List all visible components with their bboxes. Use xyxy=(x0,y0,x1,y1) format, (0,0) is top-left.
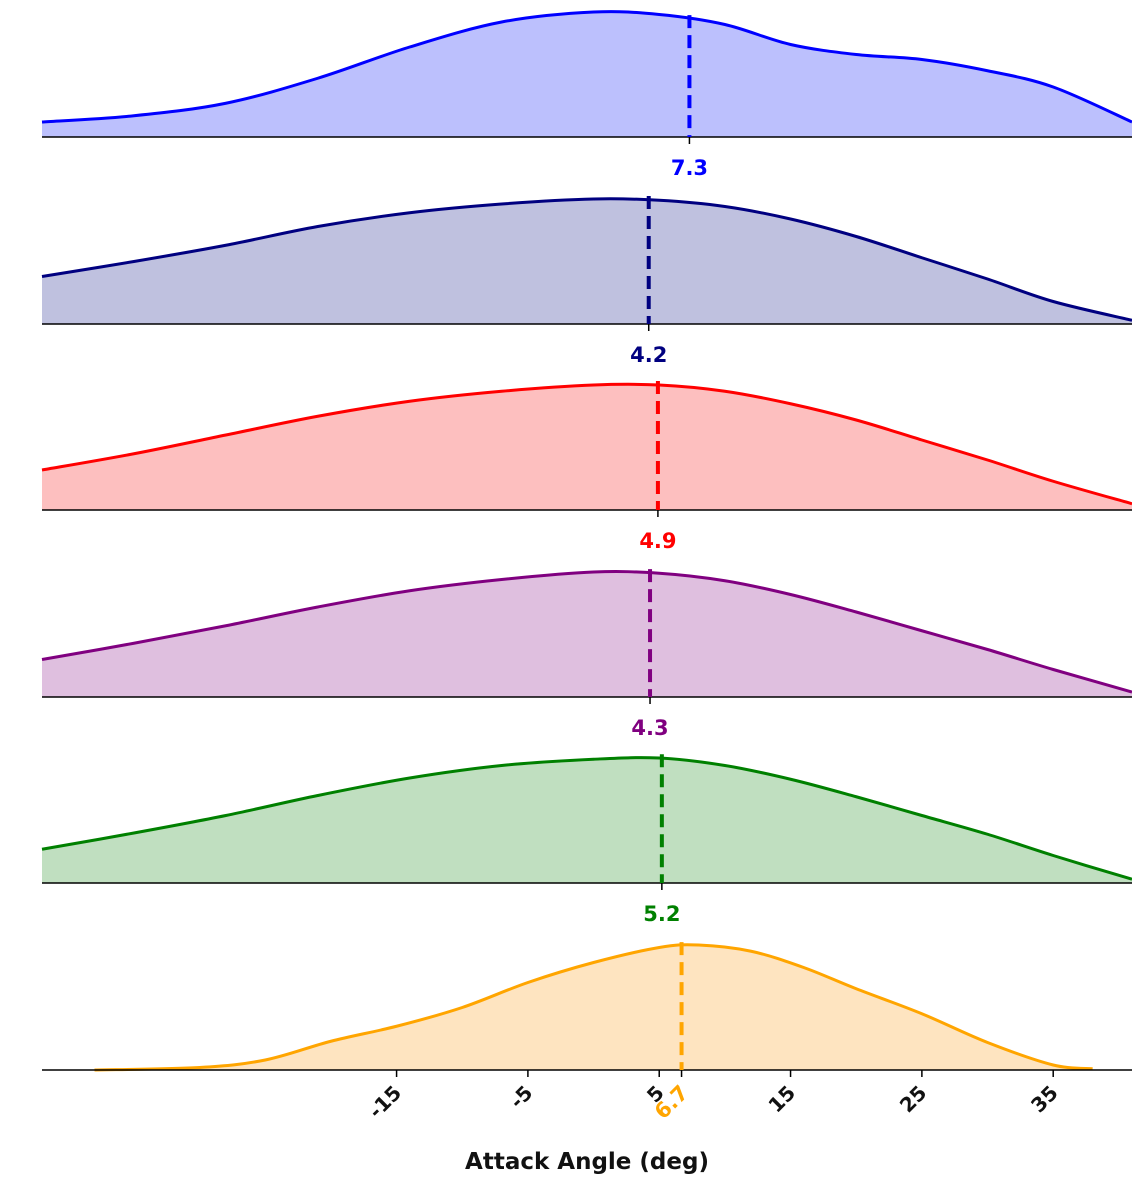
x-tick-label-5: 25 xyxy=(895,1081,932,1118)
x-axis-title: Attack Angle (deg) xyxy=(465,1149,709,1175)
x-tick-label-1: -15 xyxy=(364,1081,407,1124)
density-curve-6 xyxy=(94,943,1093,1072)
mean-label-3: 4.9 xyxy=(639,529,676,553)
ridge-panel-5 xyxy=(41,754,1132,890)
density-curve-3 xyxy=(41,382,1132,506)
x-tick-label-6: 35 xyxy=(1026,1081,1063,1118)
density-curve-5 xyxy=(41,756,1132,881)
ridge-panel-4 xyxy=(41,569,1132,704)
ridge-panel-3 xyxy=(41,381,1132,517)
density-area-5 xyxy=(42,757,1132,883)
density-area-4 xyxy=(42,571,1132,697)
x-tick-label-4: 15 xyxy=(763,1081,800,1118)
density-curve-1 xyxy=(41,10,1132,124)
density-area-1 xyxy=(42,11,1132,137)
x-tick-label-2: -5 xyxy=(505,1081,538,1114)
mean-label-5: 5.2 xyxy=(643,902,680,926)
mean-label-1: 7.3 xyxy=(671,156,708,180)
ridge-panel-2 xyxy=(41,196,1132,331)
density-area-2 xyxy=(42,198,1132,324)
mean-label-4: 4.3 xyxy=(631,716,668,740)
ridge-panel-1 xyxy=(41,10,1132,144)
mean-label-2: 4.2 xyxy=(630,343,667,367)
ridge-panel-6 xyxy=(42,942,1132,1077)
density-area-3 xyxy=(42,384,1132,510)
